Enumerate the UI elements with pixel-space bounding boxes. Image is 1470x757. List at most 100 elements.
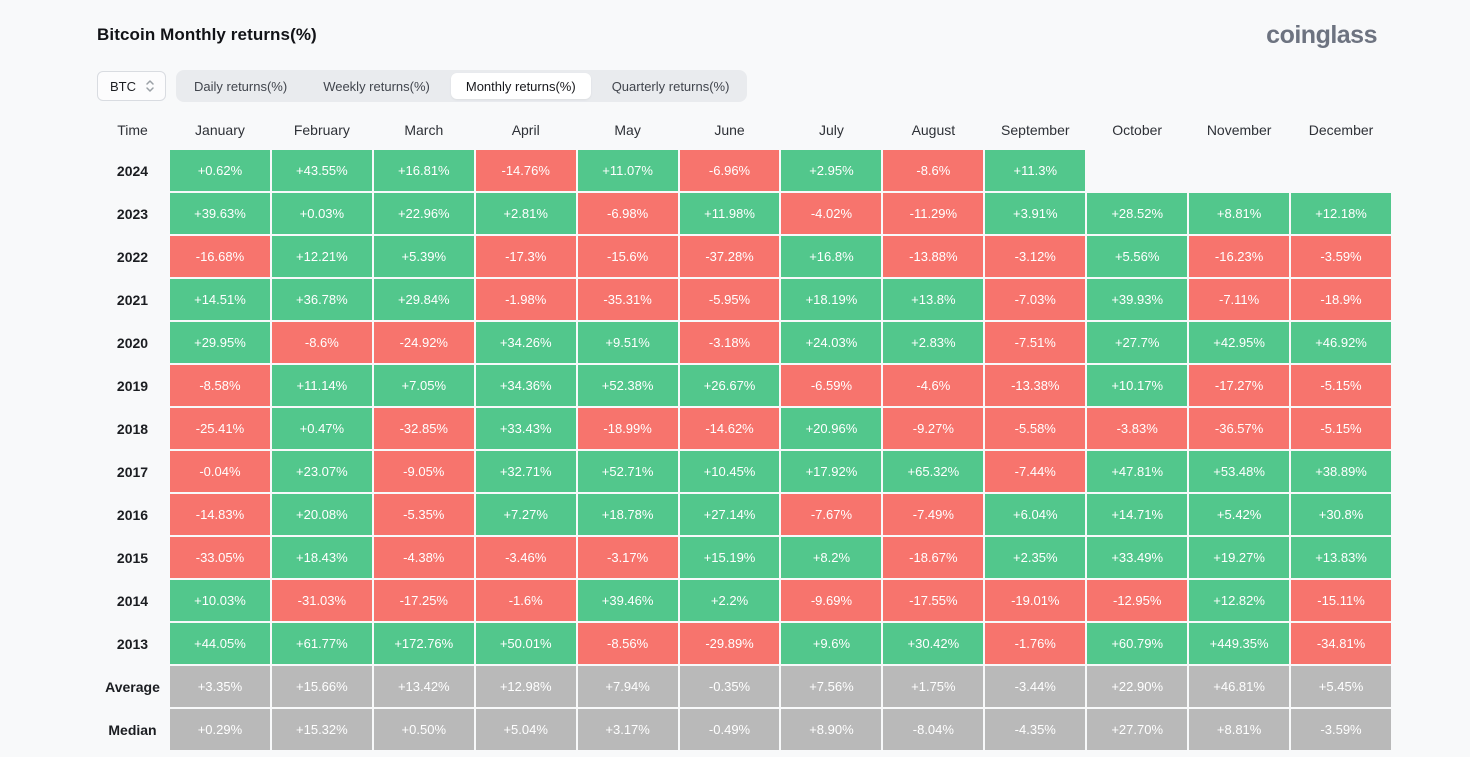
return-cell: +10.17% bbox=[1087, 365, 1188, 406]
controls-row: BTC Daily returns(%) Weekly returns(%) Mon… bbox=[97, 70, 1377, 102]
return-cell: +5.56% bbox=[1087, 236, 1188, 277]
return-cell: +50.01% bbox=[475, 623, 576, 664]
return-cell: +0.62% bbox=[170, 150, 270, 191]
row-label-median: Median bbox=[108, 721, 157, 738]
column-header-july: July bbox=[818, 122, 844, 138]
tab-quarterly-returns[interactable]: Quarterly returns(%) bbox=[594, 70, 748, 102]
column-header-october: October bbox=[1112, 122, 1163, 138]
return-cell: -17.27% bbox=[1189, 365, 1290, 406]
return-cell: -9.27% bbox=[883, 408, 984, 449]
return-cell: +52.38% bbox=[577, 365, 678, 406]
return-cell: +3.35% bbox=[170, 666, 270, 707]
symbol-select[interactable]: BTC bbox=[97, 71, 166, 101]
return-cell: -6.96% bbox=[679, 150, 780, 191]
return-cell: +5.42% bbox=[1189, 494, 1290, 535]
return-cell: +19.27% bbox=[1189, 537, 1290, 578]
return-cell: -4.35% bbox=[985, 709, 1086, 750]
row-label-2017: 2017 bbox=[116, 463, 149, 480]
tab-weekly-returns[interactable]: Weekly returns(%) bbox=[305, 70, 448, 102]
return-cell: +39.63% bbox=[170, 193, 270, 234]
return-cell: +16.81% bbox=[373, 150, 474, 191]
return-cell: +172.76% bbox=[373, 623, 474, 664]
return-cell: +2.35% bbox=[985, 537, 1086, 578]
return-cell: +44.05% bbox=[170, 623, 270, 664]
tab-daily-returns[interactable]: Daily returns(%) bbox=[176, 70, 305, 102]
return-cell: +12.98% bbox=[475, 666, 576, 707]
returns-tab-group: Daily returns(%) Weekly returns(%) Monthly… bbox=[176, 70, 748, 102]
return-cell: -12.95% bbox=[1087, 580, 1188, 621]
row-label-2014: 2014 bbox=[116, 592, 149, 609]
return-cell: -4.6% bbox=[883, 365, 984, 406]
return-cell: +33.43% bbox=[475, 408, 576, 449]
return-cell: -0.04% bbox=[170, 451, 270, 492]
return-cell: -9.69% bbox=[781, 580, 882, 621]
return-cell: +22.96% bbox=[373, 193, 474, 234]
coinglass-logo: coinglass bbox=[1266, 20, 1377, 49]
return-cell: +29.95% bbox=[170, 322, 270, 363]
return-cell: +13.8% bbox=[883, 279, 984, 320]
column-header-february: February bbox=[293, 122, 350, 138]
return-cell: -36.57% bbox=[1189, 408, 1290, 449]
return-cell: -1.6% bbox=[475, 580, 576, 621]
return-cell: -31.03% bbox=[271, 580, 372, 621]
return-cell: -7.67% bbox=[781, 494, 882, 535]
return-cell: -7.03% bbox=[985, 279, 1086, 320]
return-cell: +34.36% bbox=[475, 365, 576, 406]
return-cell: +10.03% bbox=[170, 580, 270, 621]
return-cell: +33.49% bbox=[1087, 537, 1188, 578]
return-cell: +24.03% bbox=[781, 322, 882, 363]
return-cell: +449.35% bbox=[1189, 623, 1290, 664]
return-cell: -24.92% bbox=[373, 322, 474, 363]
return-cell: +12.21% bbox=[271, 236, 372, 277]
return-cell: -7.44% bbox=[985, 451, 1086, 492]
return-cell: -17.25% bbox=[373, 580, 474, 621]
return-cell: +1.75% bbox=[883, 666, 984, 707]
return-cell: +10.45% bbox=[679, 451, 780, 492]
return-cell: -4.38% bbox=[373, 537, 474, 578]
return-cell: -35.31% bbox=[577, 279, 678, 320]
row-label-2023: 2023 bbox=[116, 205, 149, 222]
return-cell: +0.50% bbox=[373, 709, 474, 750]
return-cell bbox=[1291, 150, 1391, 191]
return-cell: +12.82% bbox=[1189, 580, 1290, 621]
row-label-2013: 2013 bbox=[116, 635, 149, 652]
time-column-header: Time bbox=[117, 122, 148, 138]
return-cell: -3.44% bbox=[985, 666, 1086, 707]
return-cell: +61.77% bbox=[271, 623, 372, 664]
return-cell: +2.83% bbox=[883, 322, 984, 363]
return-cell: +3.91% bbox=[985, 193, 1086, 234]
return-cell: -0.35% bbox=[679, 666, 780, 707]
return-cell: +12.18% bbox=[1291, 193, 1391, 234]
row-label-2019: 2019 bbox=[116, 377, 149, 394]
return-cell: +20.08% bbox=[271, 494, 372, 535]
tab-monthly-returns[interactable]: Monthly returns(%) bbox=[450, 73, 591, 99]
column-header-december: December bbox=[1308, 122, 1374, 138]
return-cell: +20.96% bbox=[781, 408, 882, 449]
return-cell: +9.51% bbox=[577, 322, 678, 363]
symbol-select-value: BTC bbox=[110, 78, 136, 94]
return-cell: -17.3% bbox=[475, 236, 576, 277]
return-cell: -18.67% bbox=[883, 537, 984, 578]
return-cell: +5.45% bbox=[1291, 666, 1391, 707]
return-cell: -18.99% bbox=[577, 408, 678, 449]
return-cell: +43.55% bbox=[271, 150, 372, 191]
column-header-august: August bbox=[911, 122, 956, 138]
column-header-january: January bbox=[195, 122, 245, 138]
return-cell: -1.98% bbox=[475, 279, 576, 320]
return-cell: +0.03% bbox=[271, 193, 372, 234]
return-cell: +47.81% bbox=[1087, 451, 1188, 492]
row-label-2018: 2018 bbox=[116, 420, 149, 437]
return-cell: +8.81% bbox=[1189, 193, 1290, 234]
return-cell: -29.89% bbox=[679, 623, 780, 664]
return-cell: -14.76% bbox=[475, 150, 576, 191]
return-cell: -1.76% bbox=[985, 623, 1086, 664]
return-cell: -11.29% bbox=[883, 193, 984, 234]
return-cell: +27.70% bbox=[1087, 709, 1188, 750]
return-cell: +2.2% bbox=[679, 580, 780, 621]
return-cell: -3.59% bbox=[1291, 236, 1391, 277]
return-cell: -5.15% bbox=[1291, 408, 1391, 449]
return-cell: +39.46% bbox=[577, 580, 678, 621]
return-cell: -25.41% bbox=[170, 408, 270, 449]
return-cell: +38.89% bbox=[1291, 451, 1391, 492]
